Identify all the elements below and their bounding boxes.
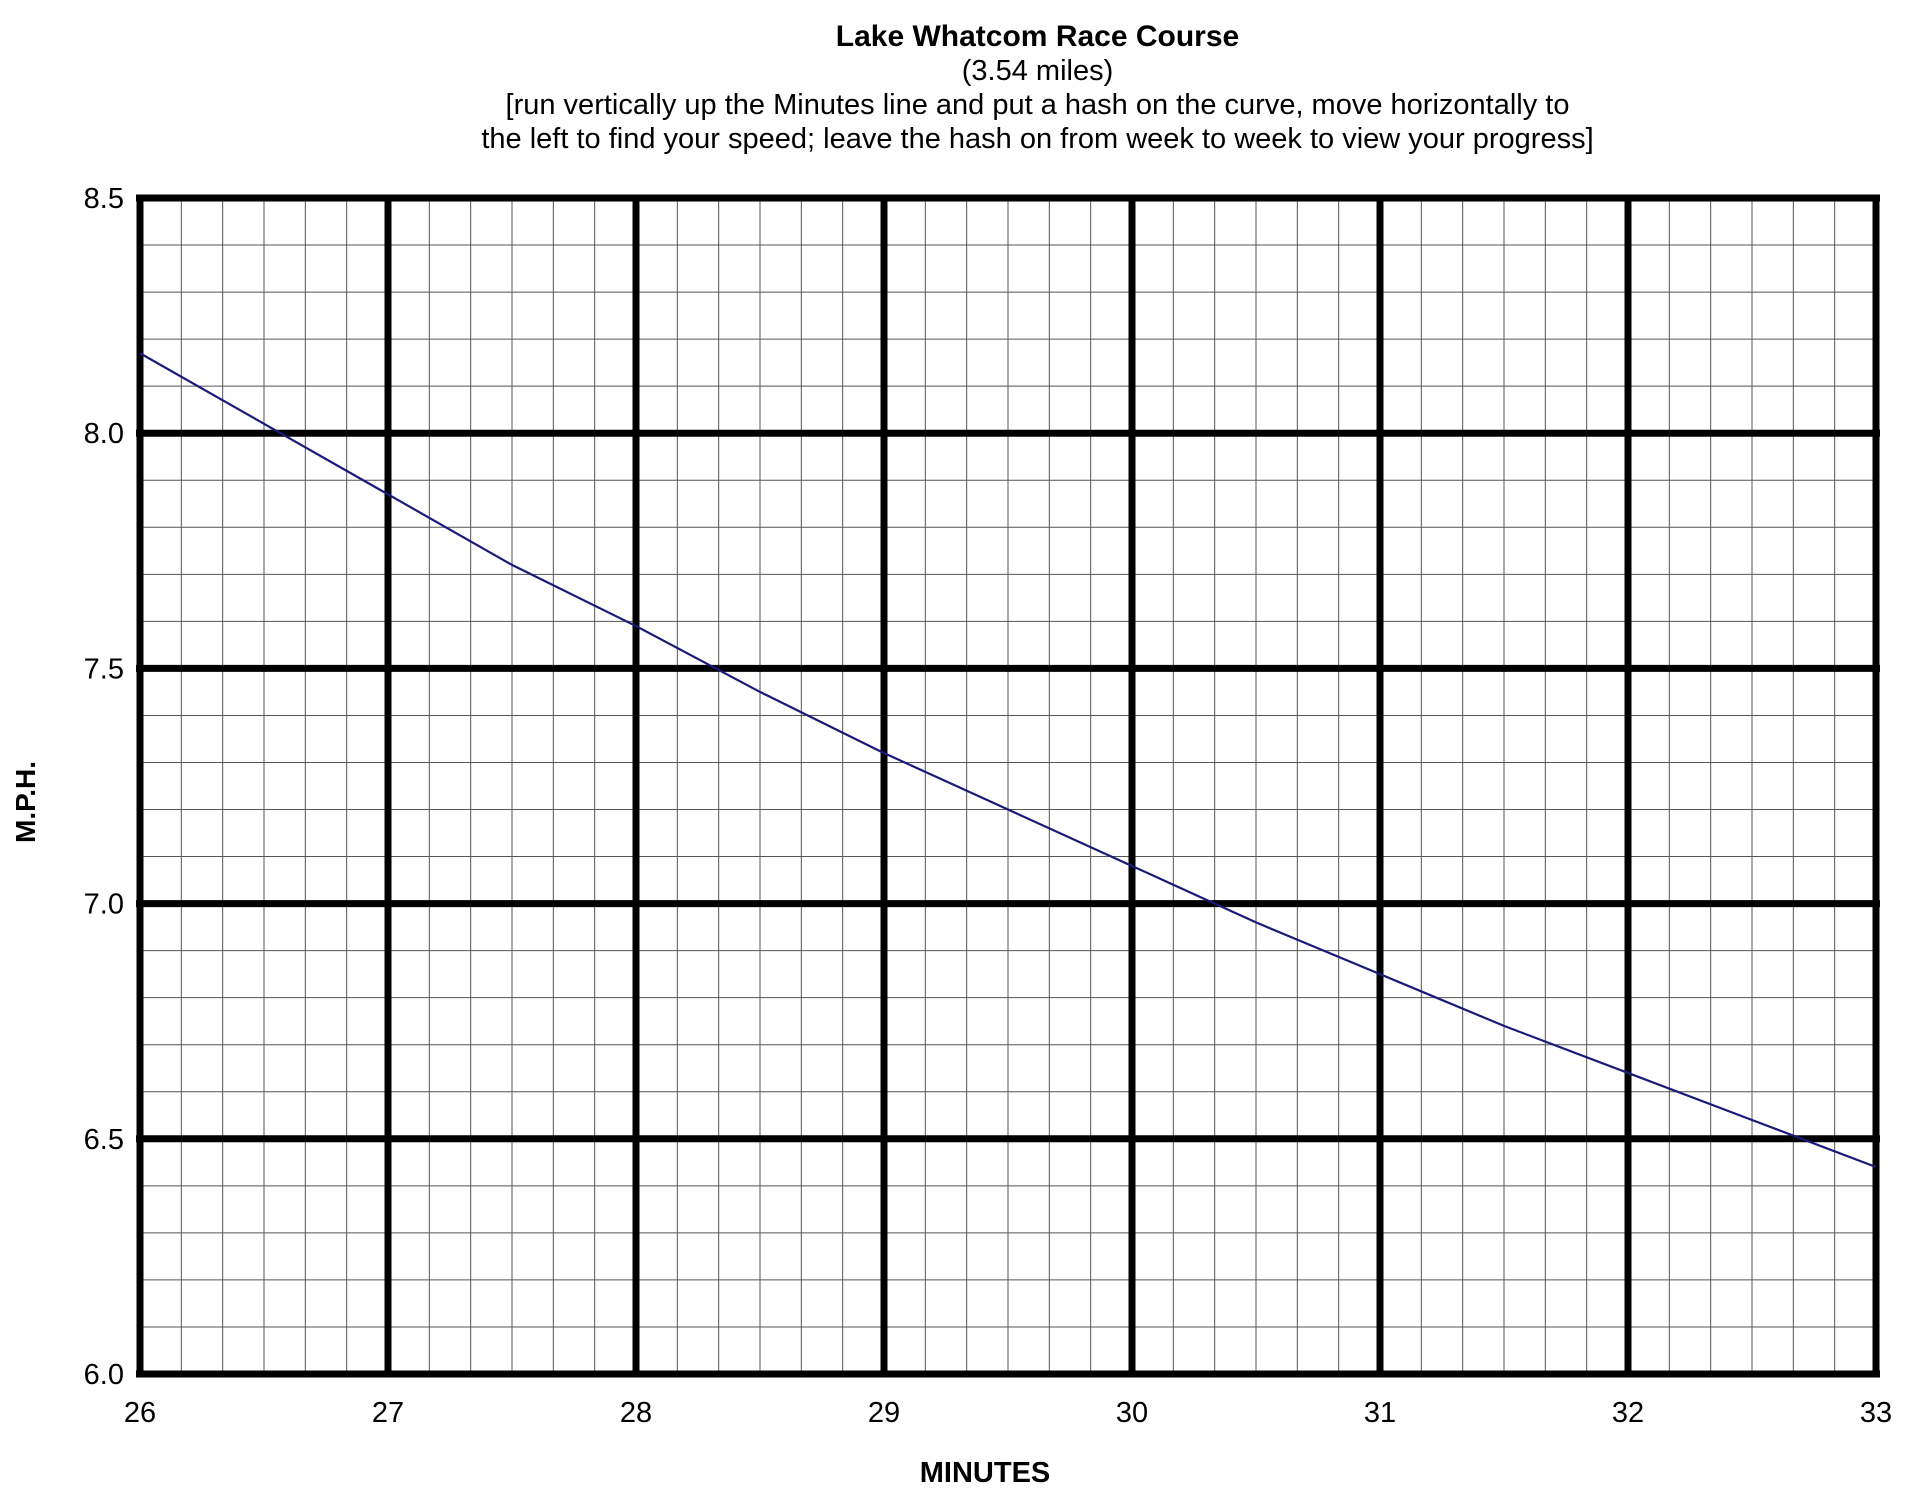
chart-title-block: Lake Whatcom Race Course (3.54 miles) [r… (0, 20, 1917, 156)
chart-note-line-1: [run vertically up the Minutes line and … (505, 89, 1570, 121)
y-tick-label: 7.5 (84, 653, 124, 685)
x-tick-label: 31 (1364, 1397, 1396, 1429)
chart-title: Lake Whatcom Race Course (835, 20, 1240, 53)
x-tick-label: 28 (620, 1397, 652, 1429)
x-tick-label: 33 (1860, 1397, 1892, 1429)
speed-curve-line (139, 352, 1877, 1169)
x-tick-label: 30 (1116, 1397, 1148, 1429)
x-axis-label: MINUTES (919, 1457, 1051, 1489)
x-tick-label: 27 (372, 1397, 404, 1429)
chart-subtitle: (3.54 miles) (961, 55, 1114, 87)
y-tick-label: 7.0 (84, 889, 124, 921)
x-tick-label: 29 (868, 1397, 900, 1429)
y-tick-label: 6.0 (84, 1359, 124, 1391)
y-tick-label: 6.5 (84, 1124, 124, 1156)
y-axis-label: M.P.H. (10, 761, 41, 843)
chart-note-line-2: the left to find your speed; leave the h… (481, 123, 1594, 155)
x-tick-label: 26 (124, 1397, 156, 1429)
y-tick-label: 8.0 (84, 418, 124, 450)
y-tick-label: 8.5 (84, 183, 124, 215)
x-tick-label: 32 (1612, 1397, 1644, 1429)
